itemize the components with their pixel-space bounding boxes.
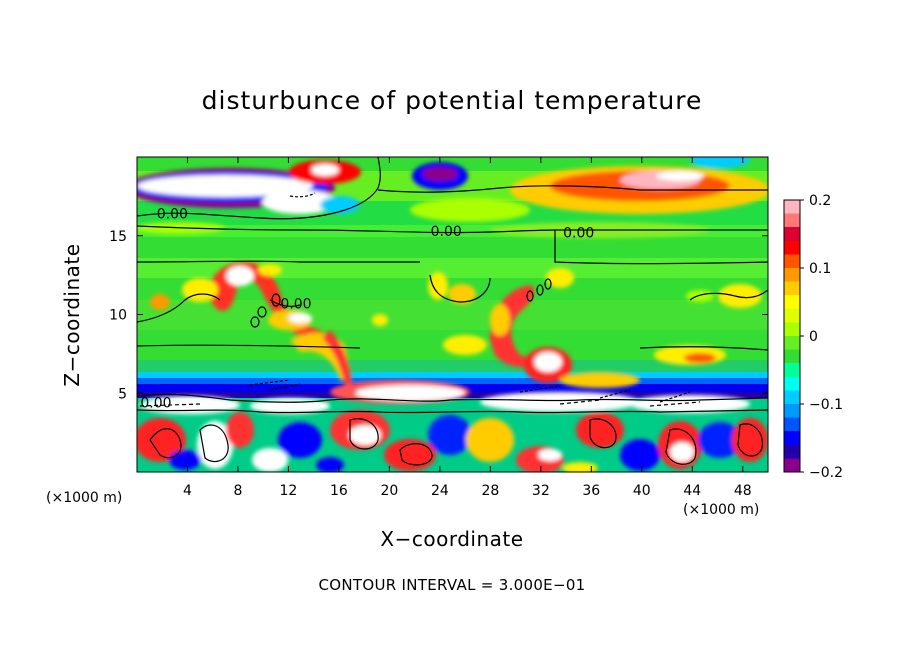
y-tick-label: 10 (109, 308, 127, 324)
x-tick-label: 28 (481, 483, 499, 499)
x-tick-label: 36 (582, 483, 600, 499)
contour-interval-note: CONTOUR INTERVAL = 3.000E−01 (318, 576, 586, 594)
x-axis-unit-left: (×1000 m) (46, 490, 123, 506)
x-tick-label: 32 (532, 483, 550, 499)
colorbar-tick-label: 0.2 (809, 193, 831, 209)
contour-label: 0.00 (563, 226, 594, 242)
x-axis-title: X−coordinate (380, 527, 524, 551)
contour-lines (137, 157, 768, 466)
contour-label: 0.00 (157, 207, 188, 223)
colorbar-tick-label: 0 (809, 329, 818, 345)
x-tick-label: 48 (734, 483, 752, 499)
x-tick-label: 44 (683, 483, 701, 499)
x-tick-label: 40 (633, 483, 651, 499)
colorbar-tick-label: −0.2 (809, 465, 843, 481)
x-tick-label: 20 (380, 483, 398, 499)
x-tick-label: 16 (330, 483, 348, 499)
contour-label: 0.00 (431, 224, 462, 240)
colorbar-tick-label: −0.1 (809, 397, 843, 413)
colorbar: 0.2 0.1 0 −0.1 −0.2 (783, 193, 843, 481)
x-axis-unit-right: (×1000 m) (683, 502, 760, 518)
x-tick-label: 8 (233, 483, 242, 499)
y-tick-label: 5 (118, 386, 127, 402)
y-axis: 5 10 15 (109, 229, 768, 402)
chart-title: disturbunce of potential temperature (201, 86, 703, 115)
y-tick-label: 15 (109, 229, 127, 245)
contour-labels: 0.00 0.00 0.00 0.00 0.00 (140, 207, 594, 412)
y-axis-title: Z−coordinate (60, 243, 84, 387)
x-tick-label: 4 (183, 483, 192, 499)
heatmap-field: 0.00 0.00 0.00 0.00 0.00 (137, 157, 768, 472)
x-tick-label: 24 (431, 483, 449, 499)
x-tick-label: 12 (280, 483, 298, 499)
contour-label: 0.00 (140, 396, 171, 412)
contour-label: 0.00 (280, 296, 311, 312)
colorbar-tick-label: 0.1 (809, 261, 831, 277)
x-axis: 4 8 12 16 20 24 28 32 36 40 44 48 (183, 157, 752, 499)
